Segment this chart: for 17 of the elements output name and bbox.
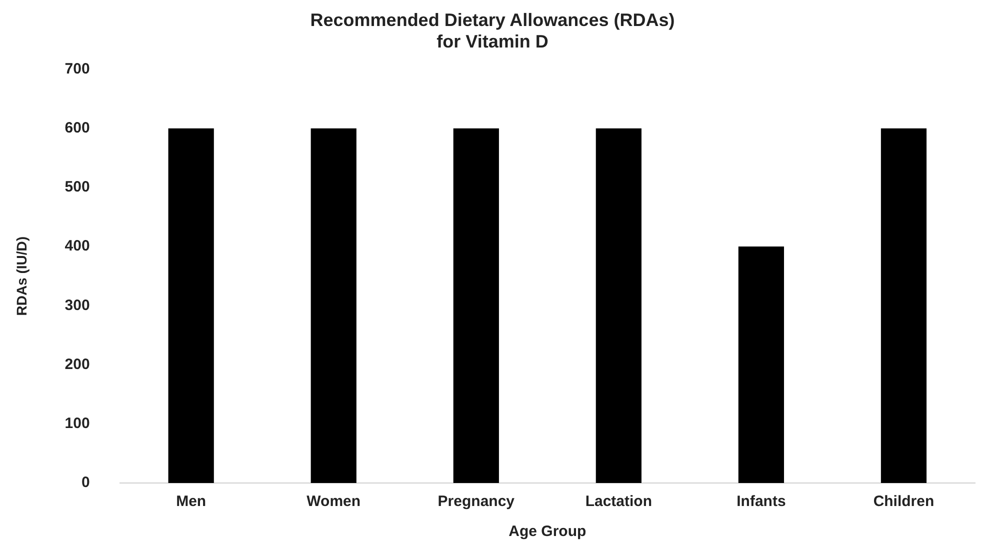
x-tick-label: Pregnancy: [438, 493, 516, 510]
y-tick-label: 300: [64, 296, 90, 314]
chart-title: Recommended Dietary Allowances (RDAs) for Vitamin D: [310, 10, 675, 52]
y-tick-label: 0: [81, 474, 90, 492]
x-tick-label: Lactation: [585, 493, 652, 510]
x-tick-label: Men: [176, 493, 206, 510]
x-tick-label: Women: [306, 493, 361, 510]
y-tick-label: 100: [64, 415, 90, 432]
x-axis-title: Age Group: [508, 523, 586, 540]
y-tick-label: 600: [64, 119, 90, 136]
y-tick-label: 400: [64, 238, 90, 255]
y-tick-label: 700: [64, 60, 90, 78]
x-tick-label: Infants: [736, 493, 786, 510]
x-tick-label: Children: [873, 493, 934, 510]
y-tick-label: 500: [64, 178, 90, 196]
y-tick-label: 200: [64, 356, 90, 373]
y-axis-title: RDAs (IU/D): [13, 236, 30, 316]
